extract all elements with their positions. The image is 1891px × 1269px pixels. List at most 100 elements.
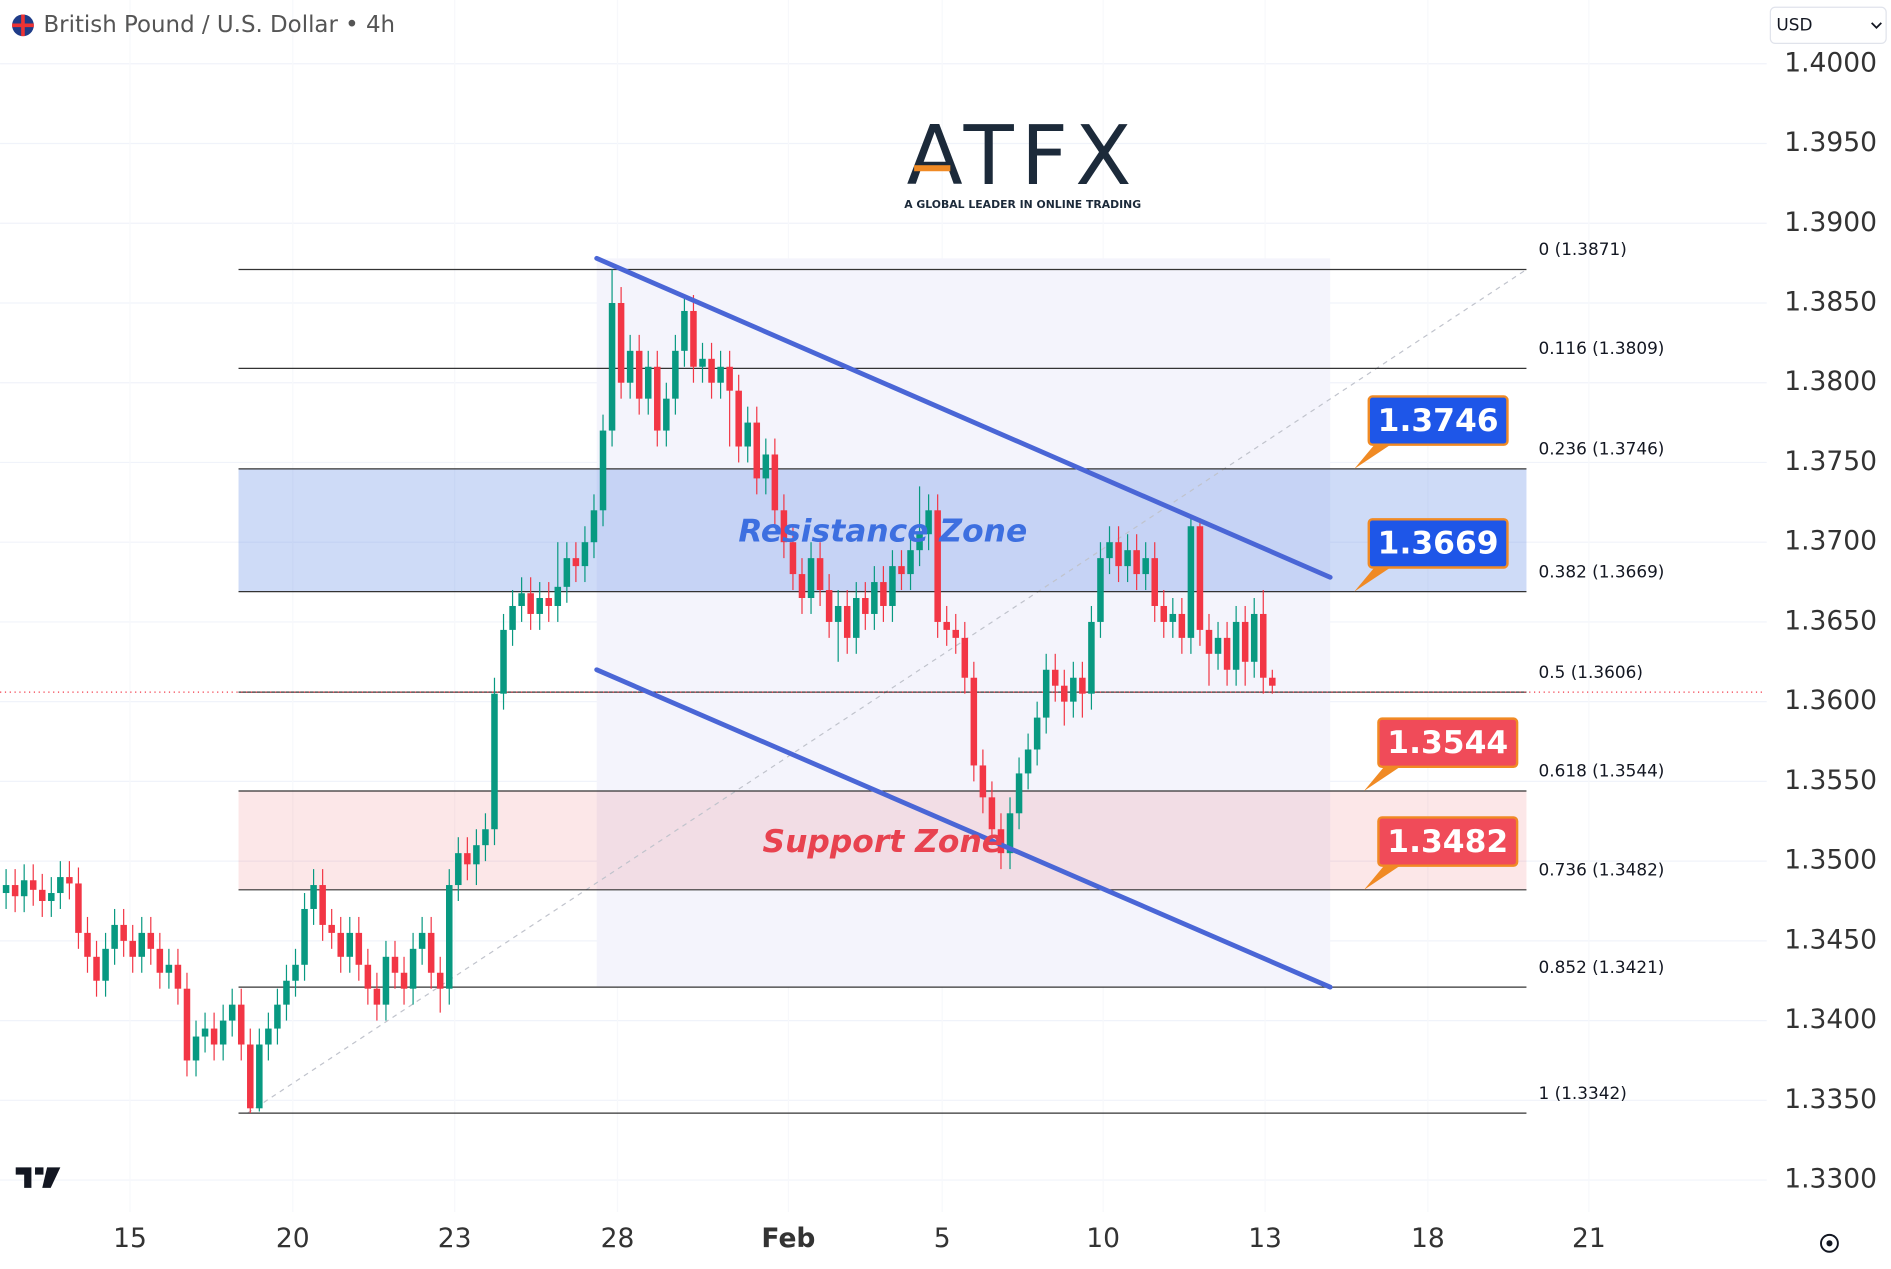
candle-body xyxy=(708,358,715,383)
candle-body xyxy=(934,510,941,622)
candle-body xyxy=(1151,558,1158,606)
candle-body xyxy=(527,593,534,614)
candle-body xyxy=(337,932,344,957)
y-tick-label: 1.3950 xyxy=(1784,127,1877,158)
candle-body xyxy=(1178,613,1186,638)
currency-label: USD xyxy=(1776,14,1812,34)
candle-body xyxy=(1006,813,1014,854)
candle-body xyxy=(997,829,1005,854)
candle-body xyxy=(717,366,724,383)
price-tag-label: 1.3544 xyxy=(1387,725,1508,761)
candle-body xyxy=(201,1028,209,1037)
candle-body xyxy=(644,366,652,399)
candle-body xyxy=(84,932,91,957)
candle-body xyxy=(789,542,797,575)
candle-body xyxy=(446,885,453,989)
candle-body xyxy=(183,988,191,1061)
candle-body xyxy=(952,629,960,638)
candle-body xyxy=(111,924,118,949)
candle-body xyxy=(219,1020,227,1045)
candle-body xyxy=(1241,621,1249,662)
fib-label: 0.116 (1.3809) xyxy=(1539,338,1665,358)
candle-body xyxy=(1250,613,1258,662)
settings-icon-dot xyxy=(1826,1240,1833,1247)
fib-label: 0.236 (1.3746) xyxy=(1539,439,1665,459)
candle-body xyxy=(889,566,896,606)
candle-body xyxy=(1196,526,1204,630)
candle-body xyxy=(93,956,100,981)
candle-body xyxy=(961,637,969,678)
candle-body xyxy=(346,932,354,957)
candle-body xyxy=(192,1036,200,1061)
candle-body xyxy=(862,598,869,614)
candle-body xyxy=(427,932,435,973)
candle-body xyxy=(626,350,634,383)
candle-body xyxy=(364,964,372,989)
candle-body xyxy=(174,964,182,989)
logo-tagline: A GLOBAL LEADER IN ONLINE TRADING xyxy=(904,198,1141,211)
candle-body xyxy=(29,880,37,890)
candle-body xyxy=(1079,677,1086,694)
candle-body xyxy=(970,677,978,766)
channel-line xyxy=(594,255,1333,580)
candle-body xyxy=(753,422,761,479)
candle-body xyxy=(283,980,290,1005)
candle-body xyxy=(210,1028,218,1045)
candle-body xyxy=(75,883,82,933)
candle-body xyxy=(147,932,155,949)
candle-body xyxy=(373,988,381,1005)
candle-body xyxy=(500,629,507,694)
candle-body xyxy=(780,510,788,543)
y-tick-label: 1.3650 xyxy=(1784,605,1877,636)
x-tick-label: 28 xyxy=(601,1223,635,1254)
candle-body xyxy=(120,924,127,941)
flag-cross xyxy=(12,14,34,37)
y-tick-label: 1.3850 xyxy=(1784,286,1877,317)
y-tick-label: 1.3750 xyxy=(1784,446,1877,477)
candle-body xyxy=(1142,558,1149,575)
candle-body xyxy=(798,574,806,599)
settings-icon[interactable] xyxy=(1820,1233,1839,1253)
price-tag-label: 1.3482 xyxy=(1387,824,1508,860)
candle-body xyxy=(880,582,887,606)
y-tick-label: 1.3900 xyxy=(1784,207,1877,238)
x-tick-label: 5 xyxy=(934,1223,951,1254)
candle-body xyxy=(699,358,706,367)
candle-body xyxy=(138,932,146,957)
candle-body xyxy=(735,390,742,447)
candle-body xyxy=(391,956,399,973)
candle-body xyxy=(536,598,543,614)
candle-body xyxy=(726,366,733,391)
price-tag-label: 1.3669 xyxy=(1378,526,1499,562)
candle-body xyxy=(608,302,616,431)
candle-body xyxy=(129,940,136,957)
candle-body xyxy=(1088,621,1095,694)
chart-title: British Pound / U.S. Dollar • 4h xyxy=(43,12,395,38)
candle-body xyxy=(247,1044,254,1109)
candle-body xyxy=(418,932,426,949)
candle-body xyxy=(1015,773,1023,814)
candle-body xyxy=(1160,605,1168,622)
candle-body xyxy=(834,605,842,622)
zone-label: Support Zone xyxy=(763,824,1003,860)
fib-trend-line xyxy=(247,268,1527,1114)
candle-body xyxy=(563,558,571,587)
candle-body xyxy=(20,880,28,897)
candle-body xyxy=(165,964,173,973)
x-tick-label: 21 xyxy=(1572,1223,1606,1254)
fib-label: 0 (1.3871) xyxy=(1539,239,1627,259)
price-tag-pointer xyxy=(1354,562,1391,592)
currency-select[interactable] xyxy=(1769,6,1887,45)
fib-label: 0.852 (1.3421) xyxy=(1539,957,1665,977)
candle-body xyxy=(663,398,670,431)
candle-body xyxy=(491,693,498,830)
candle-body xyxy=(1061,685,1068,702)
candle-body xyxy=(1214,637,1222,654)
logo-accent xyxy=(914,165,951,172)
y-tick-label: 1.3400 xyxy=(1784,1004,1877,1035)
x-tick-label: 13 xyxy=(1248,1223,1282,1254)
y-tick-label: 1.3500 xyxy=(1784,845,1877,876)
candle-body xyxy=(545,598,553,606)
mid-layer xyxy=(0,268,1764,1114)
